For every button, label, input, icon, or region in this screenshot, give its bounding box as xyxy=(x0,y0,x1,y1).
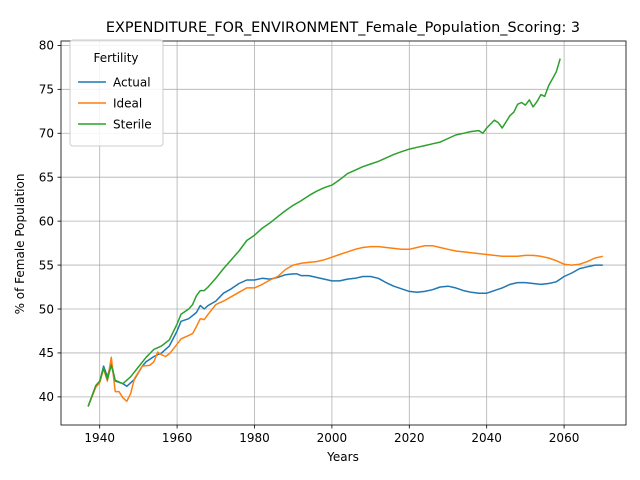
x-tick-label: 2000 xyxy=(317,431,348,445)
legend-label-sterile: Sterile xyxy=(113,117,152,131)
y-tick-label: 70 xyxy=(39,127,54,141)
series-line-ideal xyxy=(87,244,603,407)
series-line-actual xyxy=(87,264,603,407)
x-axis-label: Years xyxy=(326,450,359,464)
x-tick-label: 2020 xyxy=(394,431,425,445)
legend-label-ideal: Ideal xyxy=(113,96,142,110)
plot-lines xyxy=(87,58,603,407)
legend: Fertility Actual Ideal Sterile xyxy=(69,39,164,147)
y-tick-label: 50 xyxy=(39,302,54,316)
y-tick-label: 45 xyxy=(39,346,54,360)
y-tick-label: 65 xyxy=(39,171,54,185)
x-tick-label: 1980 xyxy=(239,431,270,445)
y-tick-label: 40 xyxy=(39,390,54,404)
y-tick-label: 60 xyxy=(39,214,54,228)
legend-box xyxy=(69,39,164,147)
y-tick-label: 80 xyxy=(39,39,54,53)
y-tick-label: 75 xyxy=(39,83,54,97)
series-line-sterile xyxy=(87,58,561,407)
y-axis-label: % of Female Population xyxy=(13,174,27,315)
axis-ticks: 1940 1960 1980 2000 2020 2040 2060 40 45 50 55 60 65… xyxy=(39,39,580,445)
x-tick-label: 1960 xyxy=(162,431,193,445)
x-tick-label: 1940 xyxy=(84,431,115,445)
axes-frame xyxy=(60,40,627,426)
chart-title: EXPENDITURE_FOR_ENVIRONMENT_Female_Popul… xyxy=(106,20,580,36)
x-tick-label: 2040 xyxy=(471,431,502,445)
legend-label-actual: Actual xyxy=(113,75,151,89)
legend-title: Fertility xyxy=(93,51,138,65)
x-tick-label: 2060 xyxy=(549,431,580,445)
y-tick-label: 55 xyxy=(39,258,54,272)
